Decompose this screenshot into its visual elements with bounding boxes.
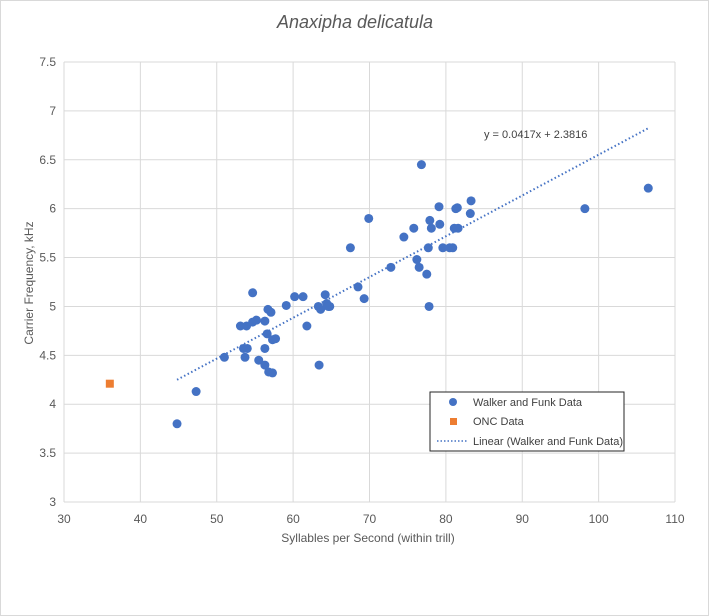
walker-funk-data-point <box>172 419 182 429</box>
walker-funk-data-point <box>262 329 272 339</box>
legend-marker-walker-funk <box>449 398 457 406</box>
walker-funk-data-point <box>281 300 291 310</box>
walker-funk-data-point <box>260 360 270 370</box>
x-tick-label: 50 <box>210 512 224 526</box>
y-tick-label: 4 <box>49 397 56 411</box>
walker-funk-data-point <box>438 243 448 253</box>
x-tick-label: 100 <box>589 512 609 526</box>
walker-funk-data-point <box>353 282 363 292</box>
walker-funk-data-point <box>386 262 396 272</box>
walker-funk-data-point <box>580 204 590 214</box>
walker-funk-data-point <box>448 243 458 253</box>
walker-funk-data-point <box>465 209 475 219</box>
trendline-layer <box>176 127 649 381</box>
walker-funk-data-point <box>248 288 258 298</box>
walker-funk-data-point <box>452 203 462 213</box>
walker-funk-data-point <box>251 315 261 325</box>
legend-label-walker-funk: Walker and Funk Data <box>473 397 583 409</box>
x-tick-label: 30 <box>57 512 71 526</box>
x-tick-label: 60 <box>286 512 300 526</box>
legend: Walker and Funk Data ONC Data Linear (Wa… <box>429 391 625 452</box>
walker-funk-data-point <box>643 183 653 193</box>
legend-label-trendline: Linear (Walker and Funk Data) <box>473 436 623 448</box>
walker-funk-data-point <box>268 368 278 378</box>
walker-funk-data-point <box>302 321 312 331</box>
walker-funk-data-point <box>422 269 432 279</box>
walker-funk-data-point <box>359 294 369 304</box>
walker-funk-data-point <box>260 316 270 326</box>
walker-funk-data-point <box>399 232 409 242</box>
walker-funk-data-point <box>254 355 264 365</box>
trendline <box>176 127 649 381</box>
walker-funk-data-point <box>425 215 435 225</box>
walker-funk-data-point <box>320 290 330 300</box>
tick-labels: 3 3.5 4 4.5 5 5.5 6 6.5 7 7.5 30 40 50 60 70 80 90 100 110 <box>39 55 685 526</box>
walker-funk-data-point <box>466 196 476 206</box>
walker-funk-data-point <box>423 243 433 253</box>
walker-funk-data-point <box>240 352 250 362</box>
walker-funk-data-point <box>364 213 374 223</box>
y-axis-title: Carrier Frequency, kHz <box>22 221 36 344</box>
walker-funk-data-point <box>191 387 201 397</box>
walker-funk-data-point <box>242 343 252 353</box>
walker-funk-data-point <box>219 352 229 362</box>
legend-label-onc: ONC Data <box>473 416 525 428</box>
y-tick-label: 3.5 <box>39 446 56 460</box>
x-axis-title: Syllables per Second (within trill) <box>281 531 454 545</box>
gridlines <box>63 61 676 503</box>
walker-funk-data-point <box>325 301 335 311</box>
walker-funk-data-point <box>290 292 300 302</box>
y-tick-label: 6.5 <box>39 153 56 167</box>
data-points <box>105 160 653 429</box>
walker-funk-data-point <box>271 334 281 344</box>
trendline-equation: y = 0.0417x + 2.3816 <box>484 129 587 141</box>
chart-title: Anaxipha delicatula <box>276 12 433 32</box>
y-tick-label: 7 <box>49 104 56 118</box>
walker-funk-data-point <box>414 262 424 272</box>
walker-funk-data-point <box>426 223 436 233</box>
y-tick-label: 5 <box>49 299 56 313</box>
walker-funk-data-point <box>434 202 444 212</box>
walker-funk-data-point <box>298 292 308 302</box>
walker-funk-data-point <box>316 304 326 314</box>
onc-data-point <box>105 379 114 388</box>
walker-funk-data-point <box>409 223 419 233</box>
walker-funk-data-point <box>314 360 324 370</box>
walker-funk-data-point <box>260 343 270 353</box>
walker-funk-data-point <box>412 255 422 265</box>
walker-funk-data-point <box>345 243 355 253</box>
y-tick-label: 7.5 <box>39 55 56 69</box>
x-tick-label: 80 <box>439 512 453 526</box>
walker-funk-data-point <box>424 301 434 311</box>
legend-marker-onc <box>450 418 457 425</box>
y-tick-label: 5.5 <box>39 251 56 265</box>
x-tick-label: 110 <box>665 512 684 526</box>
y-tick-label: 4.5 <box>39 348 56 362</box>
walker-funk-data-point <box>435 219 445 229</box>
y-tick-label: 6 <box>49 202 56 216</box>
y-tick-label: 3 <box>49 495 56 509</box>
x-tick-label: 90 <box>516 512 530 526</box>
walker-funk-data-point <box>453 223 463 233</box>
walker-funk-data-point <box>416 160 426 170</box>
x-tick-label: 40 <box>134 512 148 526</box>
walker-funk-data-point <box>266 307 276 317</box>
x-tick-label: 70 <box>363 512 377 526</box>
